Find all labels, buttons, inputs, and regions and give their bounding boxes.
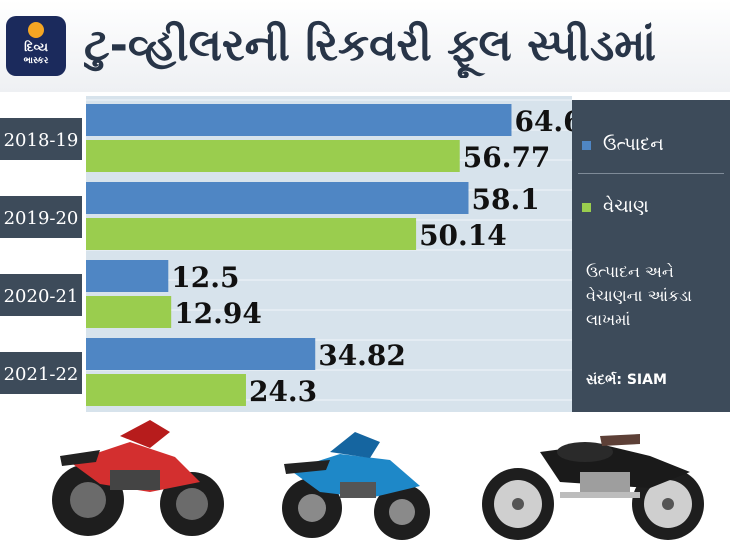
category-label: 2018-19 [4, 130, 79, 151]
data-label-sales: 12.94 [174, 297, 262, 330]
legend-divider [578, 173, 724, 174]
legend-label-production: ઉત્પાદન [603, 134, 664, 155]
category-label: 2019-20 [4, 208, 79, 229]
legend-item-sales: વેચાણ [582, 192, 649, 222]
bar-sales [86, 296, 172, 328]
header: દિવ્ય ભાસ્કર ટુ-વ્હીલરની રિકવરી ફૂલ સ્પી… [0, 0, 730, 92]
data-label-sales: 50.14 [419, 219, 507, 252]
black-motorcycle-icon [482, 434, 704, 540]
bar-sales [86, 140, 460, 172]
legend-label-sales: વેચાણ [603, 196, 649, 217]
category-label-bg [0, 352, 82, 394]
bar-production [86, 104, 512, 136]
legend-item-production: ઉત્પાદન [582, 130, 664, 160]
data-label-sales: 24.3 [249, 375, 317, 408]
bar-chart: 2018-19 64.6356.77 2019-20 58.150.14 2020-21… [0, 96, 572, 412]
unit-note-line2: વેચાણના આંકડા [586, 286, 692, 305]
data-label-production: 34.82 [318, 339, 406, 372]
category-label-bg [0, 118, 82, 160]
category-label-bg [0, 196, 82, 238]
divya-bhaskar-logo: દિવ્ય ભાસ્કર [6, 16, 66, 76]
logo-line2: ભાસ્કર [23, 56, 49, 66]
blue-motorcycle-icon [282, 432, 430, 540]
category-label: 2020-21 [4, 286, 79, 307]
unit-note: ઉત્પાદન અને વેચાણના આંકડા લાખમાં [586, 260, 726, 332]
bar-sales [86, 374, 246, 406]
data-label-sales: 56.77 [463, 141, 551, 174]
bar-production [86, 338, 316, 370]
bar-production [86, 260, 169, 292]
source-credit: સંદર્ભ: SIAM [586, 372, 667, 388]
unit-note-line1: ઉત્પાદન અને [586, 262, 674, 281]
category-label-bg [0, 274, 82, 316]
logo-line1: દિવ્ય [24, 40, 48, 54]
unit-note-line3: લાખમાં [586, 310, 631, 329]
page-title: ટુ-વ્હીલરની રિકવરી ફૂલ સ્પીડમાં [84, 20, 657, 71]
motorcycles-illustration [52, 420, 704, 540]
legend-swatch-sales [582, 202, 591, 212]
bar-sales [86, 218, 417, 250]
sun-icon [28, 22, 44, 38]
legend-swatch-production [582, 140, 591, 150]
bar-production [86, 182, 469, 214]
data-label-production: 64.63 [514, 105, 572, 138]
data-label-production: 12.5 [171, 261, 239, 294]
red-motorcycle-icon [52, 420, 224, 536]
data-label-production: 58.1 [471, 183, 539, 216]
legend-panel: ઉત્પાદન વેચાણ ઉત્પાદન અને વેચાણના આંકડા … [572, 100, 730, 412]
category-label: 2021-22 [4, 364, 79, 385]
